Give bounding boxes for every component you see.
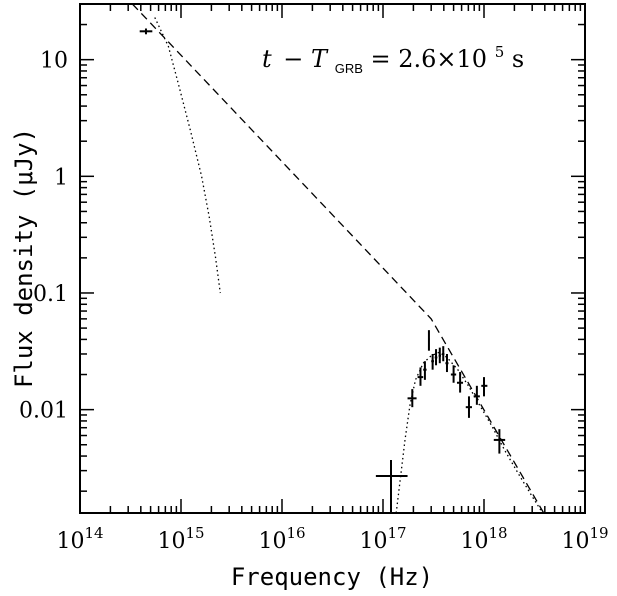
x-axis-label: Frequency (Hz) [231, 563, 433, 591]
error-bar-point [431, 353, 435, 370]
x-tick-exponent: 15 [185, 524, 204, 542]
x-tick-label: 1014 [56, 524, 103, 554]
error-bar-point [456, 372, 464, 393]
error-bar-point [407, 389, 417, 408]
error-bar-point [434, 349, 438, 366]
x-tick-base: 10 [56, 529, 84, 554]
error-bar-point [375, 460, 408, 513]
error-bar-point [445, 353, 449, 373]
time-annotation: t − T GRB = 2.6×10 5 s [262, 35, 524, 79]
y-axis-label: Flux density (μJy) [10, 128, 38, 388]
x-tick-exponent: 17 [387, 524, 406, 542]
error-bar-point [450, 365, 457, 383]
x-tick-base: 10 [157, 529, 185, 554]
x-tick-exponent: 16 [286, 524, 305, 542]
x-tick-label: 1015 [157, 524, 204, 554]
x-tick-label: 1018 [460, 524, 507, 554]
error-bar-point [493, 429, 506, 454]
error-bar-point [427, 330, 430, 351]
axis-ticks [79, 3, 585, 513]
y-tick-label: 0.01 [19, 399, 68, 424]
error-bar-point [473, 385, 480, 405]
error-bar-point [481, 377, 488, 397]
plot-frame [79, 3, 586, 514]
error-bar-point [417, 367, 424, 386]
y-tick-label: 10 [40, 49, 68, 74]
x-tick-label: 1017 [359, 524, 406, 554]
error-bar-point [423, 361, 427, 380]
error-bar-point [438, 347, 441, 364]
x-tick-base: 10 [359, 529, 387, 554]
dotted-model-curve [154, 17, 221, 294]
x-tick-base: 10 [561, 529, 589, 554]
data-points [139, 28, 506, 513]
x-tick-base: 10 [460, 529, 488, 554]
y-tick-label: 0.1 [33, 282, 68, 307]
error-bar-point [465, 396, 472, 418]
x-tick-label: 1019 [561, 524, 608, 554]
x-tick-base: 10 [258, 529, 286, 554]
error-bar-point [442, 346, 445, 362]
error-bar-point [139, 28, 153, 35]
x-tick-exponent: 18 [488, 524, 507, 542]
x-tick-exponent: 14 [84, 524, 103, 542]
x-tick-label: 1016 [258, 524, 305, 554]
model-curves [131, 4, 545, 513]
x-tick-exponent: 19 [589, 524, 608, 542]
dashed-model-line [131, 4, 545, 513]
y-tick-label: 1 [54, 165, 68, 190]
